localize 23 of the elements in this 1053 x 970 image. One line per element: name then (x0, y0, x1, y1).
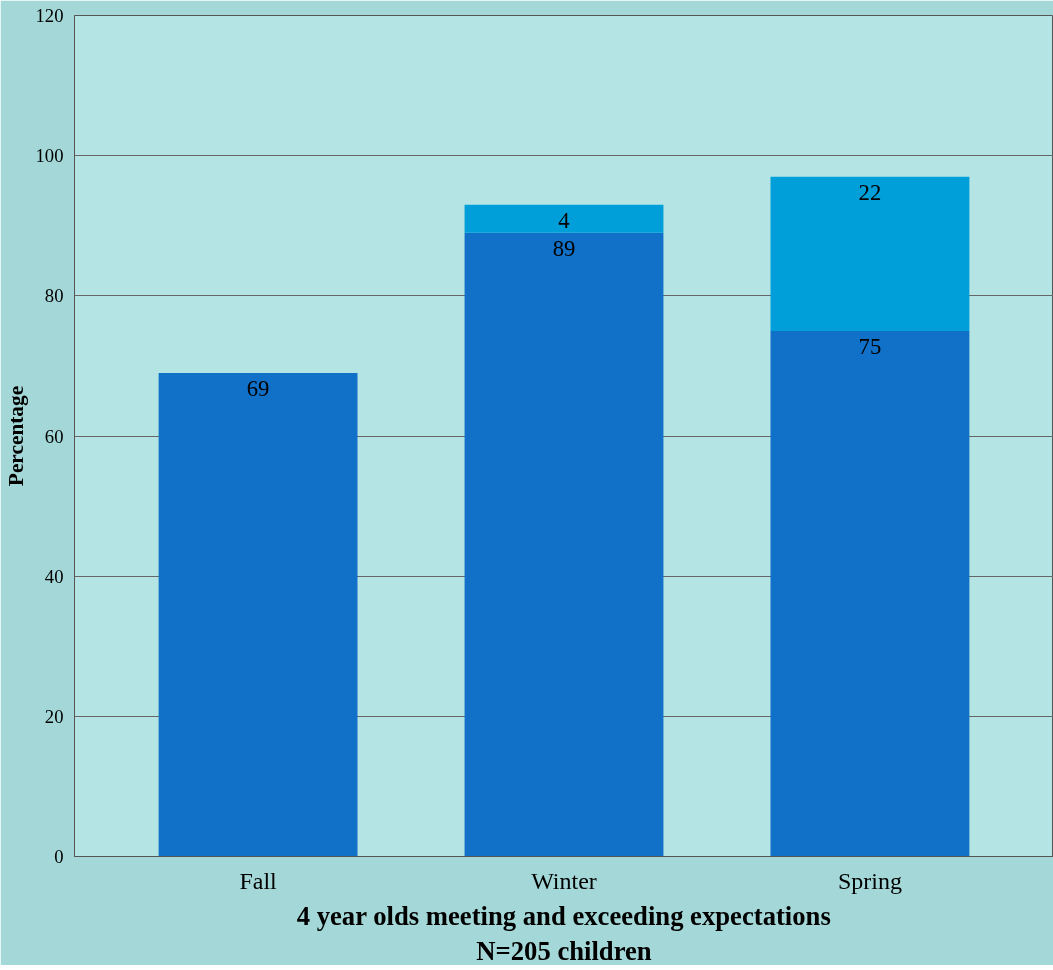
y-tick-label: 120 (35, 5, 64, 26)
y-tick-label: 100 (35, 145, 64, 167)
y-axis-title: Percentage (3, 385, 28, 487)
data-label: 89 (552, 235, 576, 261)
y-tick-label: 20 (44, 705, 64, 727)
x-tick-label: Spring (837, 867, 902, 894)
y-tick-label: 60 (44, 425, 64, 447)
x-tick-label: Fall (239, 867, 278, 894)
x-axis-title: 4 year olds meeting and exceeding expectations (296, 900, 831, 931)
bar (770, 176, 970, 331)
bar (158, 372, 358, 857)
bar (770, 330, 970, 857)
bar (464, 204, 664, 233)
data-label: 4 (558, 207, 570, 233)
y-tick-label: 0 (54, 846, 64, 867)
x-tick-label: Winter (531, 867, 597, 894)
text: N=205 children (476, 935, 652, 966)
bar (464, 232, 664, 857)
y-tick-label: 80 (44, 285, 64, 307)
data-label: 69 (246, 375, 270, 401)
data-label: 75 (858, 333, 882, 359)
data-label: 22 (858, 179, 882, 205)
y-tick-label: 40 (44, 565, 64, 587)
